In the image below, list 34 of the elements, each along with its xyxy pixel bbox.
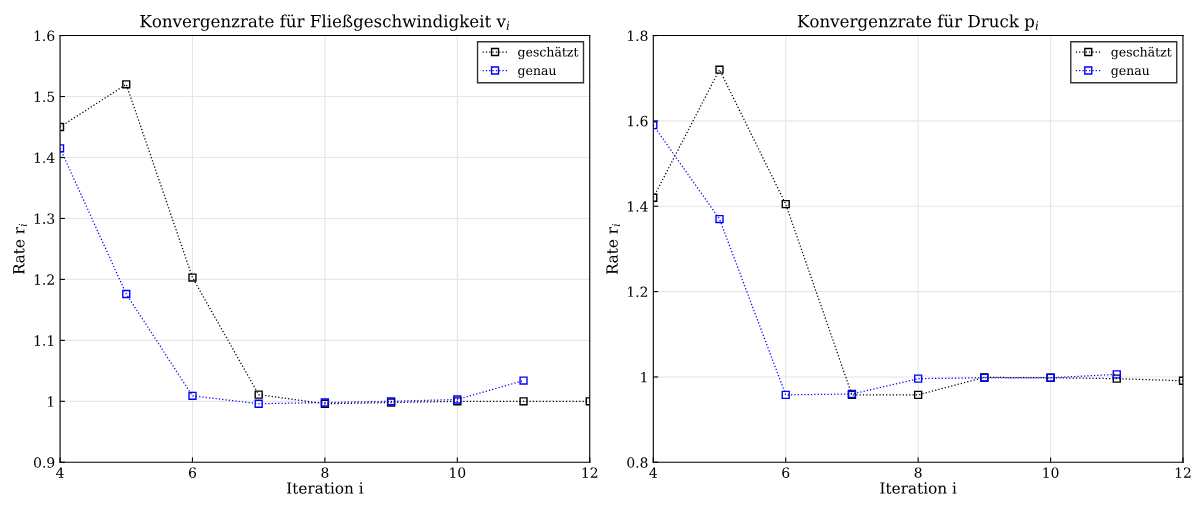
- y-tick-label: 1.6: [34, 30, 55, 42]
- x-axis-title: Iteration i: [287, 482, 364, 494]
- y-tick-label: 1.2: [628, 286, 648, 298]
- x-tick-label: 8: [914, 467, 922, 478]
- y-tick-label: 0.9: [34, 457, 55, 468]
- chart-title: Konvergenzrate für Druck p$_{i}$: [797, 14, 1039, 31]
- chart-title: Konvergenzrate für Fließgeschwindigkeit v$_{i}$: [140, 14, 510, 31]
- legend-label: geschätzt: [518, 46, 579, 60]
- x-tick-label: 6: [188, 467, 197, 478]
- y-tick-label: 1.4: [34, 152, 55, 163]
- y-tick-label: 1.4: [628, 201, 648, 212]
- x-tick-label: 12: [582, 467, 598, 478]
- x-tick-label: 4: [56, 467, 64, 478]
- y-tick-label: 0.8: [627, 457, 648, 468]
- legend-label: geschätzt: [1111, 46, 1172, 60]
- y-tick-label: 1.2: [34, 274, 54, 285]
- y-axis-title: Rate r$_{i}$: [606, 223, 620, 275]
- x-tick-label: 10: [450, 467, 466, 478]
- y-axis-title: Rate r$_{i}$: [13, 223, 27, 275]
- y-tick-label: 1.8: [628, 30, 648, 42]
- x-axis-title: Iteration i: [880, 482, 957, 494]
- legend-label: genau: [1111, 68, 1150, 78]
- x-tick-label: 10: [1043, 467, 1059, 478]
- y-tick-label: 1: [641, 371, 647, 383]
- y-tick-label: 1.3: [34, 213, 55, 224]
- x-tick-label: 8: [321, 467, 329, 478]
- x-tick-label: 4: [649, 467, 658, 478]
- y-tick-label: 1.1: [34, 335, 54, 346]
- y-tick-label: 1.6: [628, 115, 648, 127]
- y-tick-label: 1.5: [34, 91, 55, 102]
- x-tick-label: 6: [782, 467, 790, 478]
- legend-label: genau: [518, 68, 557, 78]
- x-tick-label: 12: [1175, 467, 1191, 478]
- y-tick-label: 1: [48, 396, 54, 407]
